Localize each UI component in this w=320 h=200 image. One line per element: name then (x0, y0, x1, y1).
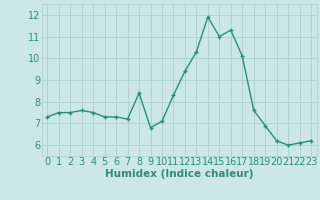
X-axis label: Humidex (Indice chaleur): Humidex (Indice chaleur) (105, 169, 253, 179)
